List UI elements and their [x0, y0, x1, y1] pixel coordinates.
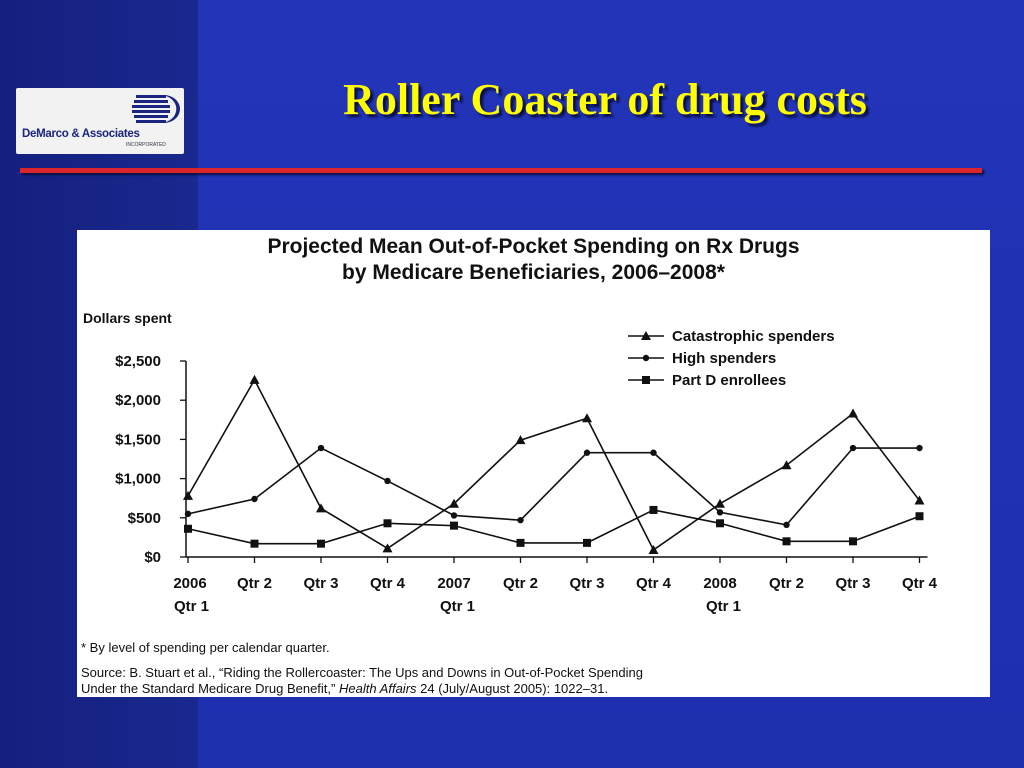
- data-point: [316, 503, 326, 513]
- data-point: [914, 495, 925, 505]
- legend-item: High spenders: [628, 350, 776, 367]
- data-point: [849, 444, 857, 452]
- y-axis-label: Dollars spent: [83, 310, 172, 326]
- chart-title: Projected Mean Out-of-Pocket Spending on…: [77, 234, 990, 286]
- series-line: [187, 447, 920, 526]
- chart-legend: Catastrophic spenders High spenders Part D…: [628, 328, 835, 389]
- x-tick-label: 2006: [173, 575, 206, 592]
- legend-label: High spenders: [672, 350, 776, 367]
- chart-title-line2-wrap: by Medicare Beneficiaries, 2006–2008*: [77, 260, 990, 286]
- data-point: [184, 510, 192, 518]
- x-tick-label: Qtr 2: [769, 575, 804, 592]
- series-layer: [183, 374, 925, 554]
- x-tick-label: Qtr 4: [636, 575, 672, 592]
- data-point: [915, 512, 924, 521]
- data-point: [515, 435, 526, 445]
- data-point: [848, 408, 858, 418]
- x-tick-label: Qtr 3: [303, 575, 338, 592]
- chart-title-line1: Projected Mean Out-of-Pocket Spending on…: [267, 235, 800, 258]
- legend-label: Catastrophic spenders: [672, 328, 835, 345]
- chart-footnote: * By level of spending per calendar quar…: [81, 640, 330, 655]
- legend-marker: [641, 331, 651, 340]
- y-tick-label: $1,500: [115, 431, 161, 448]
- logo-subtitle: INCORPORATED: [126, 142, 166, 148]
- data-point: [383, 519, 392, 528]
- chart-axes: $0 $500 $1,000 $1,500 $2,000 $2,500 2006 Qtr 1 Q…: [115, 353, 938, 615]
- data-point: [250, 539, 259, 548]
- data-point: [517, 516, 524, 524]
- source-line2-post: 24 (July/August 2005): 1022–31.: [416, 681, 609, 696]
- x-tick-label: Qtr 2: [503, 575, 538, 592]
- chart-source-line1: Source: B. Stuart et al., “Riding the Ro…: [81, 665, 643, 680]
- data-point: [450, 512, 458, 519]
- source-line2-pre: Under the Standard Medicare Drug Benefit…: [81, 681, 339, 696]
- x-tick-sublabel: Qtr 1: [706, 598, 741, 615]
- logo-name: DeMarco & Associates: [22, 128, 140, 140]
- data-point: [251, 495, 258, 503]
- data-point: [317, 444, 325, 452]
- x-tick-sublabel: Qtr 1: [174, 598, 209, 615]
- logo-mark-icon: [132, 95, 180, 123]
- y-tick-label: $2,000: [115, 392, 161, 409]
- series-high-spenders: [184, 444, 923, 529]
- chart-title-line2: by Medicare Beneficiaries, 2006–2008: [342, 261, 717, 284]
- x-tick-label: Qtr 3: [835, 575, 870, 592]
- legend-item: Part D enrollees: [628, 372, 786, 389]
- data-point: [650, 449, 657, 456]
- chart-panel: Projected Mean Out-of-Pocket Spending on…: [77, 230, 990, 697]
- series-catastrophic-spenders: [183, 374, 925, 554]
- data-point: [382, 543, 393, 553]
- data-point: [716, 509, 724, 516]
- company-logo: DeMarco & Associates INCORPORATED: [16, 88, 184, 154]
- y-tick-label: $0: [144, 549, 161, 566]
- data-point: [249, 374, 260, 384]
- data-point: [916, 444, 923, 452]
- x-tick-label: Qtr 2: [237, 575, 272, 592]
- x-tick-sublabel: Qtr 1: [440, 598, 475, 615]
- x-tick-label: 2008: [703, 575, 736, 592]
- source-journal: Health Affairs: [338, 681, 417, 696]
- legend-label: Part D enrollees: [672, 372, 786, 389]
- chart-title-mark: *: [716, 261, 725, 284]
- title-divider: [20, 168, 982, 173]
- data-point: [183, 490, 193, 500]
- y-tick-label: $2,500: [115, 353, 161, 370]
- line-chart: $0 $500 $1,000 $1,500 $2,000 $2,500 2006 Qtr 1 Q…: [115, 328, 938, 615]
- data-point: [184, 524, 192, 533]
- data-point: [648, 544, 659, 554]
- legend-marker: [642, 354, 650, 362]
- data-point: [582, 413, 592, 423]
- data-point: [782, 537, 791, 546]
- data-point: [583, 449, 591, 456]
- data-point: [583, 538, 591, 547]
- x-tick-label: 2007: [437, 575, 470, 592]
- data-point: [450, 521, 458, 530]
- data-point: [649, 505, 658, 514]
- data-point: [849, 537, 857, 546]
- data-point: [715, 498, 725, 508]
- x-tick-label: Qtr 4: [370, 575, 406, 592]
- y-tick-label: $500: [128, 510, 161, 527]
- series-line: [187, 378, 921, 552]
- x-tick-label: Qtr 3: [569, 575, 604, 592]
- chart-source-line2: Under the Standard Medicare Drug Benefit…: [81, 681, 608, 696]
- legend-item: Catastrophic spenders: [628, 328, 835, 345]
- data-point: [781, 460, 792, 470]
- data-point: [317, 539, 325, 548]
- series-line: [187, 509, 920, 545]
- data-point: [516, 538, 525, 547]
- y-tick-label: $1,000: [115, 471, 161, 488]
- x-tick-label: Qtr 4: [902, 575, 938, 592]
- data-point: [783, 521, 790, 529]
- slide-title: Roller Coaster of drug costs: [343, 75, 867, 124]
- legend-marker: [642, 376, 650, 384]
- data-point: [716, 519, 724, 528]
- series-part-d-enrollees: [184, 505, 924, 548]
- data-point: [384, 477, 391, 485]
- data-point: [449, 498, 459, 508]
